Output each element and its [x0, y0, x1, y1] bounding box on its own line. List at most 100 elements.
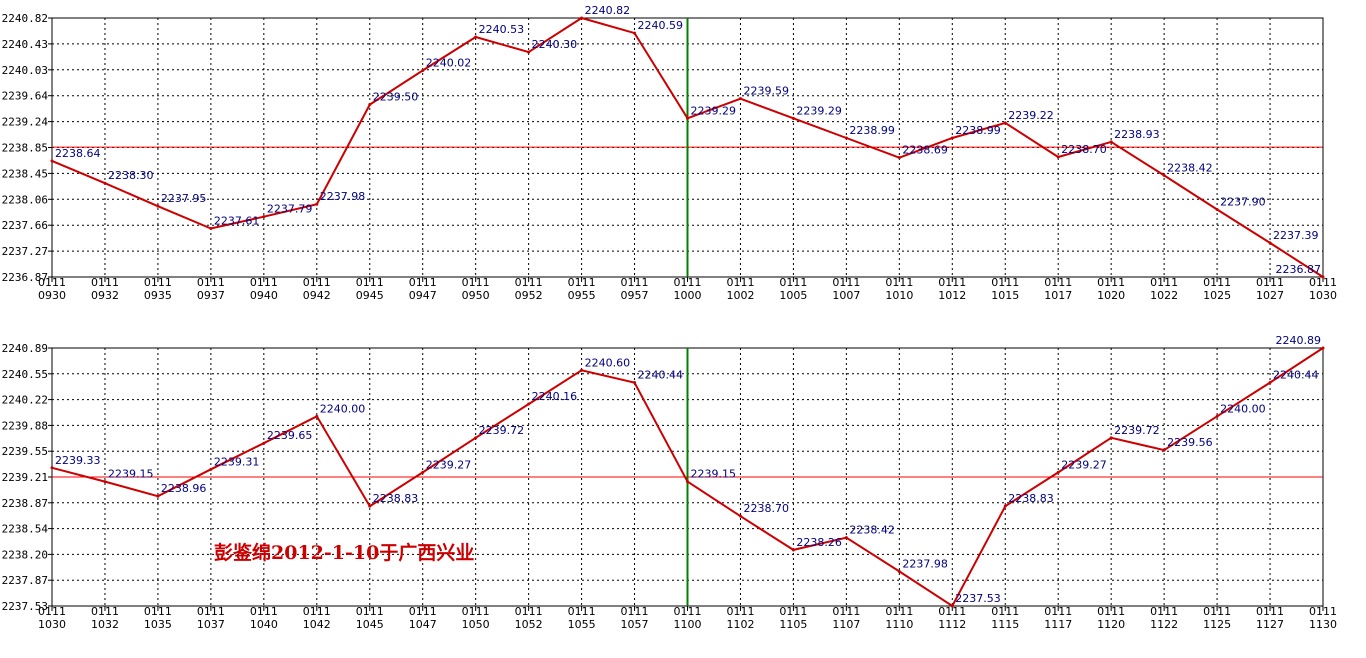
- x-tick-label: 0111 0957: [621, 276, 649, 302]
- x-tick-label: 0111 1052: [515, 605, 543, 631]
- data-point: [50, 159, 54, 163]
- data-label: 2240.00: [1220, 402, 1266, 415]
- data-point: [368, 504, 372, 508]
- x-tick-label: 0111 0935: [144, 276, 172, 302]
- y-tick-label: 2240.22: [2, 394, 48, 407]
- data-point: [633, 31, 637, 35]
- data-point: [315, 414, 319, 418]
- data-point: [1109, 140, 1113, 144]
- data-label: 2237.79: [267, 203, 313, 216]
- y-tick-label: 2239.64: [2, 90, 49, 103]
- data-label: 2239.72: [1114, 424, 1160, 437]
- x-tick-label: 0111 0950: [462, 276, 490, 302]
- x-tick-label: 0111 1122: [1150, 605, 1178, 631]
- data-label: 2238.70: [1061, 143, 1107, 156]
- x-tick-label: 0111 1027: [1256, 276, 1284, 302]
- data-point: [844, 536, 848, 540]
- data-point: [262, 215, 266, 219]
- x-tick-label: 0111 1030: [1309, 276, 1337, 302]
- data-label: 2239.31: [214, 455, 260, 468]
- y-tick-label: 2239.55: [2, 445, 48, 458]
- data-label: 2240.30: [532, 38, 578, 51]
- x-tick-label: 0111 1045: [356, 605, 384, 631]
- data-point: [156, 204, 160, 208]
- data-point: [527, 402, 531, 406]
- y-tick-label: 2240.89: [2, 342, 48, 355]
- x-tick-label: 0111 0952: [515, 276, 543, 302]
- data-label: 2238.42: [1167, 161, 1213, 174]
- data-label: 2239.50: [373, 91, 419, 104]
- data-point: [791, 548, 795, 552]
- data-point: [50, 466, 54, 470]
- data-label: 2236.87: [1276, 263, 1322, 276]
- x-tick-label: 0111 1127: [1256, 605, 1284, 631]
- x-tick-label: 0111 1115: [991, 605, 1019, 631]
- data-label: 2238.93: [1114, 128, 1160, 141]
- data-point: [474, 35, 478, 39]
- data-label: 2237.95: [161, 192, 207, 205]
- data-point: [315, 202, 319, 206]
- y-tick-label: 2237.53: [2, 600, 48, 613]
- x-tick-label: 0111 1000: [674, 276, 702, 302]
- data-point: [897, 569, 901, 573]
- data-label: 2237.39: [1273, 229, 1319, 242]
- data-label: 2239.29: [796, 104, 842, 117]
- data-point: [1268, 241, 1272, 245]
- data-point: [1215, 207, 1219, 211]
- y-tick-label: 2238.06: [2, 193, 48, 206]
- y-tick-label: 2239.24: [2, 116, 49, 129]
- x-tick-label: 0111 1055: [568, 605, 596, 631]
- data-point: [1321, 346, 1325, 350]
- data-point: [844, 136, 848, 140]
- data-point: [1056, 155, 1060, 159]
- x-tick-label: 0111 1010: [885, 276, 913, 302]
- data-point: [209, 467, 213, 471]
- data-label: 2238.30: [108, 169, 154, 182]
- x-tick-label: 0111 1005: [779, 276, 807, 302]
- data-label: 2238.83: [373, 492, 419, 505]
- data-label: 2237.98: [902, 557, 948, 570]
- data-label: 2239.15: [691, 468, 737, 481]
- x-tick-label: 0111 0940: [250, 276, 278, 302]
- data-point: [1056, 470, 1060, 474]
- data-point: [791, 116, 795, 120]
- x-tick-label: 0111 1017: [1044, 276, 1072, 302]
- data-label: 2240.89: [1276, 334, 1322, 347]
- data-label: 2240.02: [426, 56, 472, 69]
- data-point: [686, 116, 689, 120]
- x-tick-label: 0111 1120: [1097, 605, 1125, 631]
- data-point: [633, 381, 637, 385]
- data-label: 2239.22: [1008, 109, 1054, 122]
- data-point: [421, 470, 425, 474]
- data-label: 2239.15: [108, 468, 154, 481]
- data-label: 2238.70: [743, 502, 789, 515]
- data-label: 2240.44: [638, 369, 684, 382]
- x-tick-label: 0111 0942: [303, 276, 331, 302]
- data-point: [103, 181, 107, 185]
- data-point: [421, 68, 425, 72]
- data-label: 2239.27: [1061, 458, 1107, 471]
- data-label: 2238.96: [161, 482, 207, 495]
- data-label: 2238.69: [902, 144, 948, 157]
- data-label: 2238.42: [849, 524, 895, 537]
- x-tick-label: 0111 1002: [726, 276, 754, 302]
- data-point: [1215, 414, 1219, 418]
- data-label: 2239.65: [267, 429, 313, 442]
- chart-panel-1: 2240.82 2240.43 2240.03 2239.64 2239.24 2238.…: [2, 4, 1337, 302]
- x-tick-label: 0111 1057: [621, 605, 649, 631]
- data-point: [1321, 275, 1325, 279]
- data-point: [156, 494, 160, 498]
- x-tick-label: 0111 1012: [938, 276, 966, 302]
- data-point: [262, 441, 266, 445]
- x-tick-label: 0111 1040: [250, 605, 278, 631]
- x-tick-label: 0111 1050: [462, 605, 490, 631]
- data-label: 2238.99: [955, 124, 1001, 137]
- data-label: 2240.82: [585, 4, 631, 17]
- x-tick-label: 0111 0947: [409, 276, 437, 302]
- data-label: 2240.60: [585, 356, 631, 369]
- data-label: 2239.29: [691, 104, 737, 117]
- data-point: [1003, 504, 1007, 508]
- x-tick-label: 0111 0930: [38, 276, 66, 302]
- y-tick-label: 2237.87: [2, 574, 48, 587]
- x-tick-label: 0111 0937: [197, 276, 225, 302]
